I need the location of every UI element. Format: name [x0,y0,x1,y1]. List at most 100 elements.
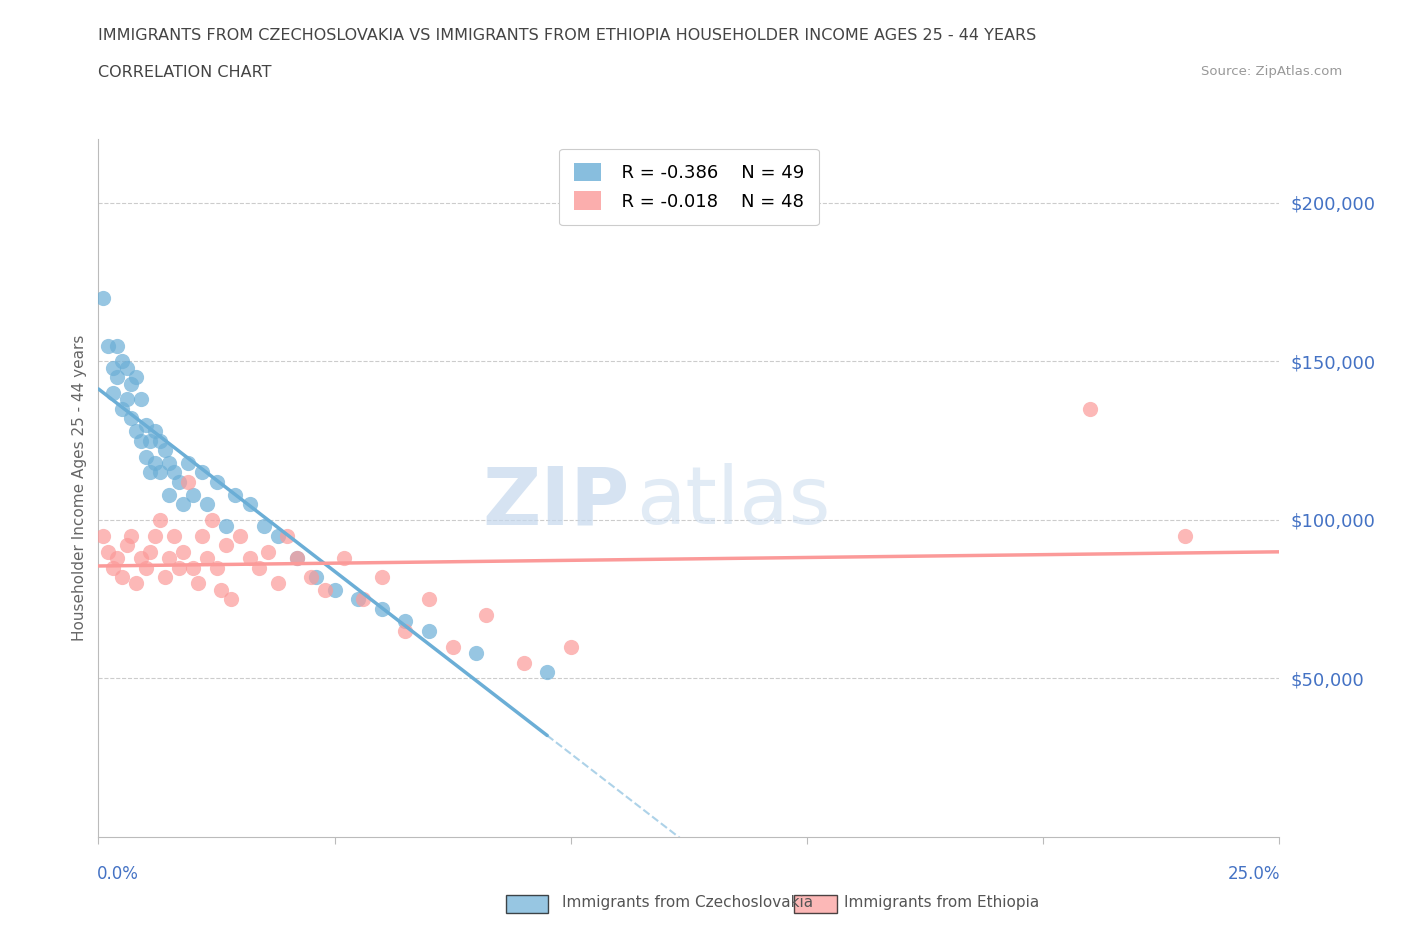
Point [157,551,180,565]
Point [219,591,242,606]
Point [105,551,128,565]
Point [129,392,152,407]
Point [153,569,176,584]
Text: Immigrants from Czechoslovakia: Immigrants from Czechoslovakia [562,895,814,910]
Point [125,424,148,439]
Point [172,497,194,512]
Point [105,339,128,353]
Point [333,551,356,565]
Point [224,487,246,502]
Point [305,569,328,584]
Point [149,433,172,448]
Point [181,560,204,575]
Point [276,528,298,543]
Point [129,551,152,565]
Point [205,560,228,575]
Point [299,569,322,584]
Point [115,392,138,407]
Point [172,544,194,559]
Point [125,370,148,385]
Point [135,560,157,575]
Point [191,465,214,480]
Point [101,560,124,575]
Point [139,433,162,448]
Point [111,402,134,417]
Point [177,474,200,489]
Point [536,665,558,680]
Point [187,576,209,591]
Text: atlas: atlas [636,463,830,541]
Point [285,551,308,565]
Point [347,591,370,606]
Point [267,528,290,543]
Point [121,528,143,543]
Text: 25.0%: 25.0% [1229,865,1281,883]
FancyBboxPatch shape [794,895,837,913]
Point [111,354,134,369]
Text: Immigrants from Ethiopia: Immigrants from Ethiopia [844,895,1039,910]
Legend:   R = -0.386    N = 49,   R = -0.018    N = 48: R = -0.386 N = 49, R = -0.018 N = 48 [560,149,818,225]
Point [512,656,534,671]
Point [143,456,166,471]
Point [371,602,394,617]
Point [143,424,166,439]
Point [91,290,114,305]
Text: Source: ZipAtlas.com: Source: ZipAtlas.com [1202,65,1343,78]
Point [253,519,276,534]
Point [157,456,180,471]
Point [560,639,582,654]
Point [167,560,190,575]
Point [115,538,138,552]
Point [229,528,252,543]
Point [247,560,270,575]
Point [209,582,232,597]
Point [181,487,204,502]
Point [139,544,162,559]
Point [111,569,134,584]
Point [163,465,186,480]
Point [153,443,176,458]
Point [1080,402,1102,417]
Point [239,497,262,512]
Point [167,474,190,489]
Point [441,639,464,654]
Point [135,418,157,432]
Point [323,582,346,597]
Point [352,591,374,606]
Point [267,576,290,591]
Point [191,528,214,543]
Point [121,376,143,391]
Point [101,386,124,401]
Point [97,339,120,353]
Point [1174,528,1197,543]
Y-axis label: Householder Income Ages 25 - 44 years: Householder Income Ages 25 - 44 years [72,335,87,642]
Point [91,528,114,543]
Text: IMMIGRANTS FROM CZECHOSLOVAKIA VS IMMIGRANTS FROM ETHIOPIA HOUSEHOLDER INCOME AG: IMMIGRANTS FROM CZECHOSLOVAKIA VS IMMIGR… [98,28,1036,43]
Point [139,465,162,480]
Text: CORRELATION CHART: CORRELATION CHART [98,65,271,80]
Point [135,449,157,464]
Point [163,528,186,543]
Point [418,623,440,638]
Point [105,370,128,385]
Point [201,512,224,527]
FancyBboxPatch shape [506,895,548,913]
Point [143,528,166,543]
Point [129,433,152,448]
Point [157,487,180,502]
Point [239,551,262,565]
Point [149,465,172,480]
Point [418,591,440,606]
Point [465,645,488,660]
Point [215,519,238,534]
Text: 0.0%: 0.0% [97,865,139,883]
Point [177,456,200,471]
Point [475,607,498,622]
Point [394,623,416,638]
Point [257,544,280,559]
Point [205,474,228,489]
Point [371,569,394,584]
Point [394,614,416,629]
Point [125,576,148,591]
Text: ZIP: ZIP [482,463,630,541]
